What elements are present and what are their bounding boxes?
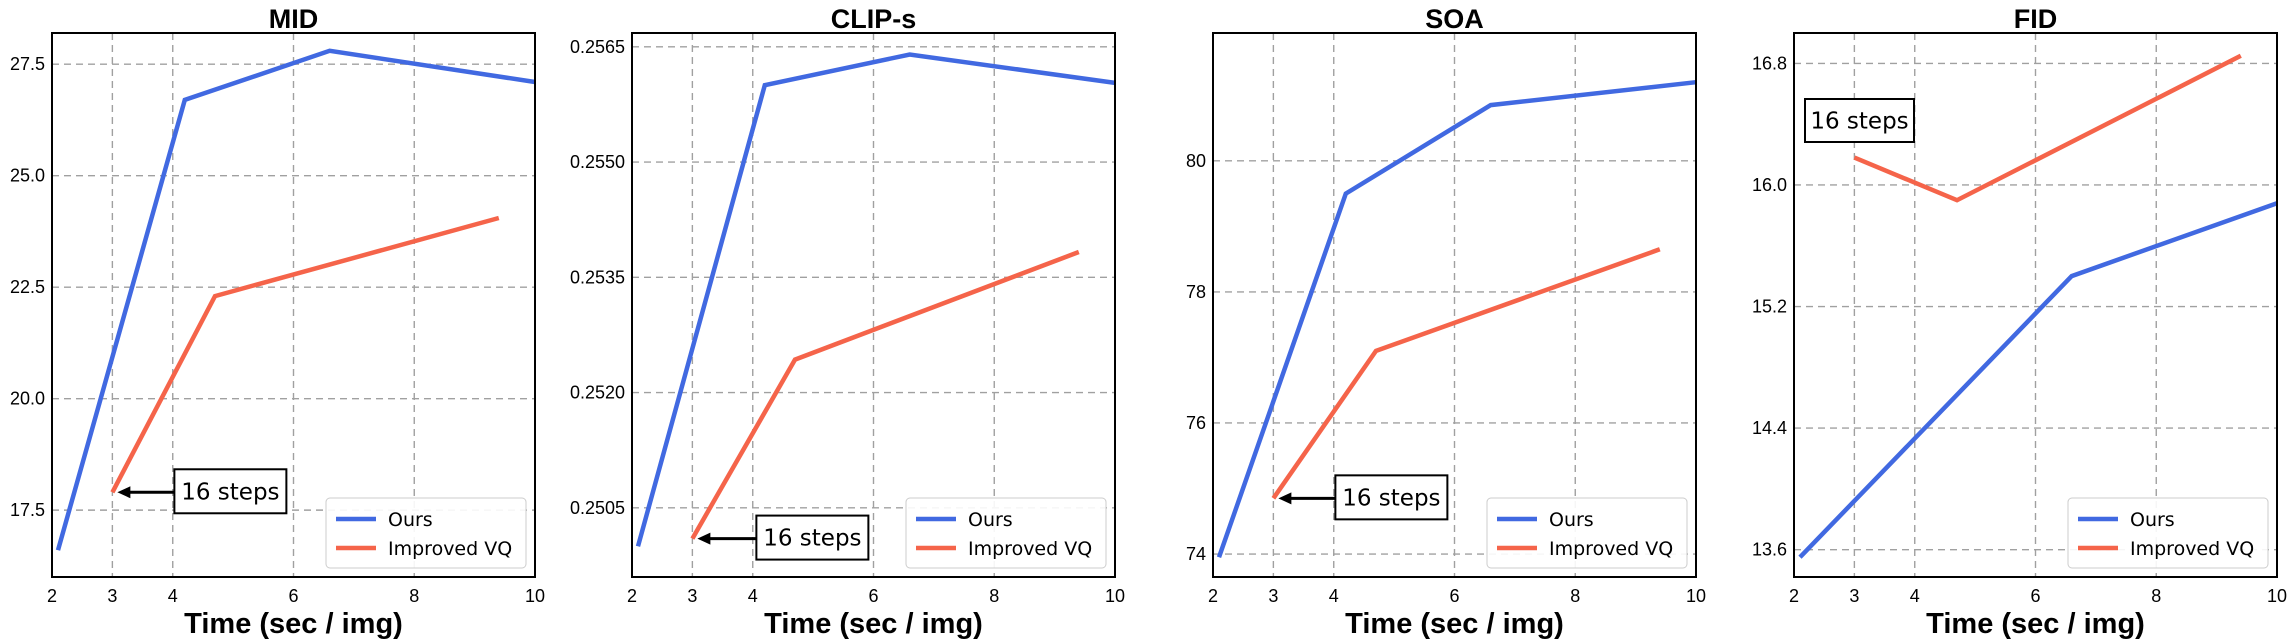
annotation: 16 steps (1278, 474, 1449, 521)
y-tick-label: 78 (1186, 282, 1206, 302)
x-axis-label: Time (sec / img) (1926, 608, 2145, 640)
annotation-text: 16 steps (181, 479, 279, 505)
x-tick-label: 8 (2151, 586, 2161, 606)
x-tick-label: 3 (1268, 586, 1278, 606)
y-tick-label: 25.0 (10, 166, 45, 186)
x-tick-label: 2 (1789, 586, 1799, 606)
y-tick-label: 76 (1186, 413, 1206, 433)
chart-title: MID (269, 4, 319, 34)
subplot-0: MID 2 3 4 6 8 10 17.5 20.0 22.5 25.0 27.5 Time (sec … (10, 4, 545, 640)
subplot-3: FID 2 3 4 6 8 10 13.6 14.4 15.2 16.0 16.8 Time (sec … (1752, 4, 2287, 640)
y-tick-label: 17.5 (10, 500, 45, 520)
legend: Ours Improved VQ (905, 497, 1107, 569)
x-tick-label: 6 (868, 586, 878, 606)
x-tick-label: 6 (288, 586, 298, 606)
y-tick-label: 16.8 (1752, 53, 1787, 73)
legend-label: Ours (968, 509, 1013, 531)
y-tick-label: 80 (1186, 151, 1206, 171)
annotation-box (1804, 98, 1915, 143)
x-tick-label: 8 (989, 586, 999, 606)
x-tick-label: 8 (409, 586, 419, 606)
legend-label: Ours (1549, 509, 1594, 531)
y-tick-label: 16.0 (1752, 175, 1787, 195)
axes-frame (1793, 32, 2278, 578)
annotation-arrowhead (1278, 492, 1292, 505)
x-tick-label: 3 (1849, 586, 1859, 606)
y-tick-label: 22.5 (10, 277, 45, 297)
x-tick-label: 4 (1910, 586, 1920, 606)
series-line-ours (1216, 79, 1697, 559)
legend-label: Ours (2130, 509, 2175, 531)
annotation-arrowhead (697, 532, 711, 545)
x-tick-label: 8 (1570, 586, 1580, 606)
legend: Ours Improved VQ (325, 497, 527, 569)
x-tick-label: 6 (1449, 586, 1459, 606)
x-tick-label: 2 (47, 586, 57, 606)
legend-label: Improved VQ (968, 538, 1092, 560)
subplot-1: CLIP-s 2 3 4 6 8 10 0.2505 0.2520 0.2535 0.2550 0.2… (570, 4, 1125, 640)
y-tick-label: 0.2550 (570, 152, 625, 172)
legend: Ours Improved VQ (2067, 497, 2269, 569)
x-tick-label: 10 (2267, 586, 2287, 606)
annotation-arrowhead (117, 486, 131, 499)
y-tick-label: 20.0 (10, 389, 45, 409)
y-tick-label: 74 (1186, 544, 1206, 564)
annotation-text: 16 steps (1342, 485, 1440, 511)
y-tick-label: 15.2 (1752, 297, 1787, 317)
x-tick-label: 6 (2030, 586, 2040, 606)
x-axis-label: Time (sec / img) (1345, 608, 1564, 640)
x-tick-label: 3 (107, 586, 117, 606)
y-tick-label: 13.6 (1752, 540, 1787, 560)
annotation: 16 steps (697, 514, 870, 561)
series-line-ours (635, 52, 1116, 547)
annotation: 16 steps (117, 468, 288, 515)
legend-box (2067, 497, 2269, 569)
axes-frame (631, 32, 1116, 578)
annotation-text: 16 steps (1810, 109, 1908, 135)
legend: Ours Improved VQ (1486, 497, 1688, 569)
x-axis-label: Time (sec / img) (764, 608, 983, 640)
annotation-text: 16 steps (763, 526, 861, 552)
y-tick-label: 0.2505 (570, 498, 625, 518)
x-tick-label: 2 (627, 586, 637, 606)
chart-title: FID (2014, 4, 2058, 34)
legend-label: Improved VQ (1549, 538, 1673, 560)
legend-label: Ours (388, 509, 433, 531)
y-tick-label: 27.5 (10, 54, 45, 74)
x-tick-label: 10 (1105, 586, 1125, 606)
x-tick-label: 10 (525, 586, 545, 606)
legend-box (325, 497, 527, 569)
chart-title: SOA (1425, 4, 1484, 34)
series-line-improved-vq (1271, 247, 1661, 500)
annotation-box (1334, 474, 1449, 521)
x-tick-label: 2 (1208, 586, 1218, 606)
axes-frame (1212, 32, 1697, 578)
legend-label: Improved VQ (2130, 538, 2254, 560)
x-tick-label: 4 (748, 586, 758, 606)
x-tick-label: 4 (1329, 586, 1339, 606)
series-line-improved-vq (110, 215, 500, 494)
x-tick-label: 3 (687, 586, 697, 606)
annotation: 16 steps (1804, 98, 1915, 143)
series-line-improved-vq (1853, 53, 2242, 203)
x-tick-label: 10 (1686, 586, 1706, 606)
legend-box (905, 497, 1107, 569)
annotation-box (755, 514, 870, 561)
x-axis-label: Time (sec / img) (184, 608, 403, 640)
annotation-box (173, 468, 288, 515)
series-line-ours (55, 48, 536, 551)
chart-title: CLIP-s (831, 4, 917, 34)
series-line-ours (1798, 201, 2278, 559)
series-line-improved-vq (690, 249, 1080, 540)
axes-frame (51, 32, 536, 578)
subplot-2: SOA 2 3 4 6 8 10 74 76 78 80 Time (sec / img) Ours Im… (1186, 4, 1706, 640)
y-tick-label: 0.2520 (570, 383, 625, 403)
legend-box (1486, 497, 1688, 569)
y-tick-label: 0.2535 (570, 267, 625, 287)
y-tick-label: 14.4 (1752, 418, 1787, 438)
y-tick-label: 0.2565 (570, 37, 625, 57)
legend-label: Improved VQ (388, 538, 512, 560)
x-tick-label: 4 (168, 586, 178, 606)
